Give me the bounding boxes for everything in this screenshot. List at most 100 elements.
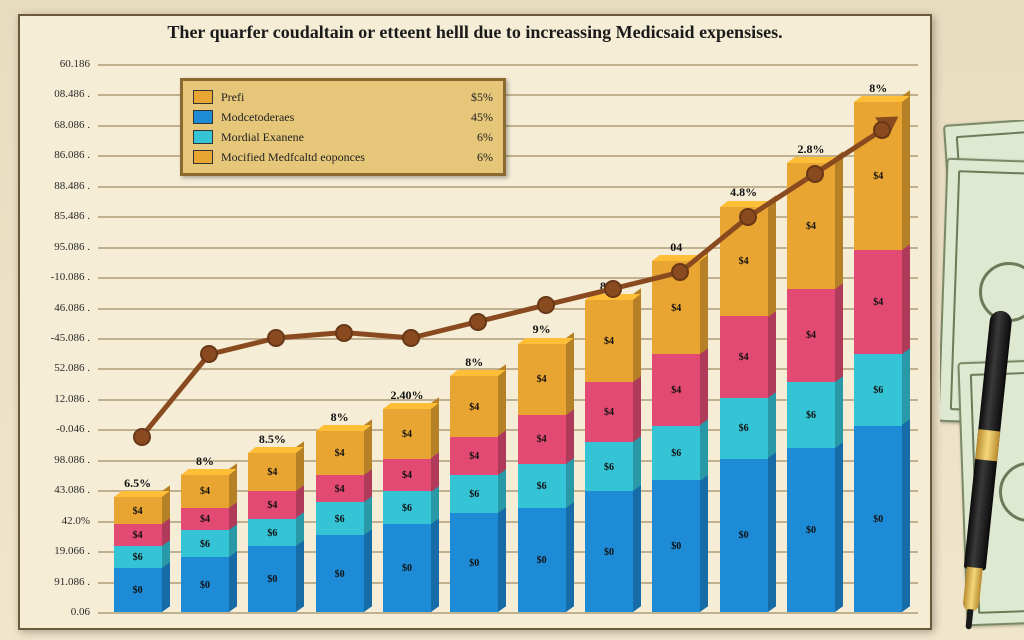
bar-segment: $0 — [450, 513, 498, 612]
bar-top-label: 2.40% — [383, 388, 431, 403]
bar-segment: $6 — [114, 546, 162, 568]
legend-label: Mordial Exanene — [221, 130, 437, 145]
y-axis-label: 88.486 . — [28, 180, 90, 192]
legend-row: Mocified Medfcaltd eoponces 6% — [193, 147, 493, 167]
bar-segment: $6 — [383, 491, 431, 524]
y-axis-label: -10.086 . — [28, 271, 90, 283]
bar-top-label: 8% — [585, 279, 633, 294]
y-axis-label: 98.086 . — [28, 454, 90, 466]
bar-segment: $0 — [316, 535, 364, 612]
y-axis-label: -45.086 . — [28, 332, 90, 344]
bar-column: $0$6$4$44.8% — [720, 206, 768, 612]
bar-segment: $4 — [720, 207, 768, 317]
bar-segment: $0 — [720, 459, 768, 612]
bar-segment: $6 — [518, 464, 566, 508]
bar-top-label: 8.5% — [248, 432, 296, 447]
bar-segment: $0 — [652, 480, 700, 612]
bar-top-label: 8% — [854, 81, 902, 96]
bar-segment: $6 — [181, 530, 229, 557]
bar-segment: $4 — [720, 316, 768, 398]
chart-title: Ther quarfer coudaltain or etteent helll… — [20, 22, 930, 43]
legend-swatch — [193, 90, 213, 104]
bar-segment: $6 — [652, 426, 700, 481]
y-axis-label: 95.086 . — [28, 241, 90, 253]
bar-segment: $6 — [316, 502, 364, 535]
y-axis-label: 0.06 — [28, 606, 90, 618]
bar-column: $0$6$4$42.40% — [383, 409, 431, 612]
chart-paper: Ther quarfer coudaltain or etteent helll… — [18, 14, 932, 630]
bar-column: $0$6$4$48% — [316, 431, 364, 612]
bar-segment: $4 — [854, 250, 902, 354]
bar-column: $0$6$4$46.5% — [114, 497, 162, 612]
bar-segment: $0 — [787, 448, 835, 612]
legend-row: Prefi $5% — [193, 87, 493, 107]
bar-segment: $4 — [652, 354, 700, 425]
y-axis-label: 60.186 — [28, 58, 90, 70]
legend-label: Prefi — [221, 90, 437, 105]
y-axis-label: 85.486 . — [28, 210, 90, 222]
bar-top-label: 6.5% — [114, 476, 162, 491]
bar-segment: $4 — [114, 524, 162, 546]
bar-segment: $6 — [787, 382, 835, 448]
y-axis-label: 86.086 . — [28, 149, 90, 161]
bar-segment: $6 — [450, 475, 498, 513]
legend-swatch — [193, 110, 213, 124]
y-axis-label: 91.086 . — [28, 576, 90, 588]
bar-segment: $0 — [248, 546, 296, 612]
y-axis-label: 52.086 . — [28, 362, 90, 374]
y-axis-label: 08.486 . — [28, 88, 90, 100]
bar-segment: $0 — [518, 508, 566, 612]
bar-segment: $4 — [450, 437, 498, 475]
y-axis-label: 68.086 . — [28, 119, 90, 131]
bar-column: $0$6$4$48% — [181, 475, 229, 612]
bar-top-label: 8% — [316, 410, 364, 425]
bar-segment: $0 — [181, 557, 229, 612]
chart-scene: Ther quarfer coudaltain or etteent helll… — [0, 0, 1024, 640]
bar-segment: $6 — [248, 519, 296, 546]
bar-segment: $6 — [585, 442, 633, 491]
bar-top-label: 2.8% — [787, 142, 835, 157]
bar-segment: $4 — [248, 453, 296, 491]
bar-segment: $4 — [114, 497, 162, 524]
bar-column: $0$6$4$42.8% — [787, 163, 835, 612]
bar-column: $0$6$4$49% — [518, 343, 566, 612]
bar-column: $0$6$4$404 — [652, 261, 700, 612]
legend-swatch — [193, 150, 213, 164]
bar-segment: $4 — [652, 261, 700, 354]
bar-segment: $4 — [854, 102, 902, 250]
bar-segment: $4 — [518, 415, 566, 464]
bar-top-label: 9% — [518, 322, 566, 337]
legend: Prefi$5%Modcetoderaes45%Mordial Exanene6… — [180, 78, 506, 176]
legend-value: $5% — [445, 90, 493, 105]
bar-segment: $0 — [585, 491, 633, 612]
legend-value: 6% — [445, 150, 493, 165]
bar-column: $0$6$4$48% — [854, 102, 902, 612]
legend-row: Mordial Exanene6% — [193, 127, 493, 147]
y-axis-label: 43.086 . — [28, 484, 90, 496]
legend-swatch — [193, 130, 213, 144]
legend-row: Modcetoderaes 45% — [193, 107, 493, 127]
bar-segment: $4 — [787, 289, 835, 382]
bar-segment: $4 — [518, 344, 566, 415]
bar-top-label: 4.8% — [720, 185, 768, 200]
bar-segment: $4 — [248, 491, 296, 518]
bar-top-label: 8% — [450, 355, 498, 370]
y-axis-label: 46.086 . — [28, 302, 90, 314]
bar-column: $0$6$4$48% — [585, 300, 633, 612]
bar-segment: $0 — [383, 524, 431, 612]
bar-segment: $6 — [720, 398, 768, 458]
legend-label: Modcetoderaes — [221, 110, 437, 125]
bar-segment: $0 — [854, 426, 902, 612]
legend-label: Mocified Medfcaltd eoponces — [221, 150, 437, 165]
bar-segment: $4 — [383, 409, 431, 458]
bar-column: $0$6$4$48.5% — [248, 453, 296, 612]
bar-top-label: 04 — [652, 240, 700, 255]
y-axis-label: 12.086 . — [28, 393, 90, 405]
y-axis-label: 19.066 . — [28, 545, 90, 557]
bar-segment: $4 — [585, 300, 633, 382]
y-axis-label: -0.046 . — [28, 423, 90, 435]
gridline — [98, 612, 918, 614]
legend-value: 45% — [445, 110, 493, 125]
bar-segment: $4 — [585, 382, 633, 442]
bar-column: $0$6$4$48% — [450, 376, 498, 612]
